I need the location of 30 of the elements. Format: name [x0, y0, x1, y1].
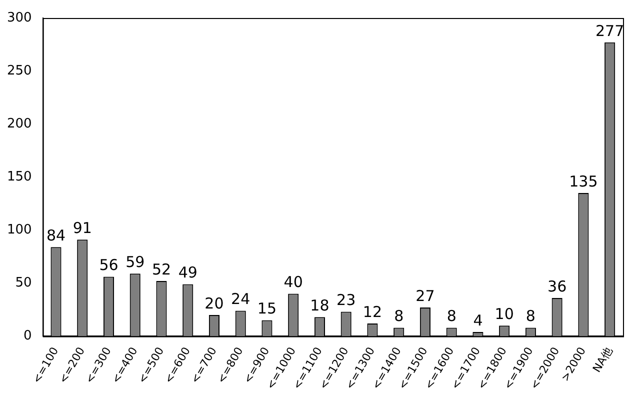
y-tick-label: 300	[6, 10, 32, 26]
data-label: 4	[473, 311, 483, 330]
data-label: 8	[526, 307, 536, 326]
data-label: 15	[257, 300, 277, 318]
data-label: 56	[99, 256, 118, 274]
y-tick-label: 100	[6, 222, 32, 238]
data-label: 12	[362, 302, 382, 321]
data-label: 24	[231, 290, 250, 308]
data-label: 10	[494, 304, 514, 323]
data-label: 49	[178, 264, 198, 282]
x-tick-label: NA他	[590, 344, 615, 375]
data-label: 20	[204, 294, 224, 312]
data-label: 8	[394, 307, 404, 326]
y-tick-label: 0	[24, 328, 32, 344]
data-label: 18	[310, 296, 330, 314]
data-label: 52	[152, 260, 172, 278]
data-label: 91	[72, 219, 92, 238]
data-label: 135	[569, 172, 598, 190]
data-label: 59	[126, 253, 145, 272]
data-label: 23	[336, 291, 356, 310]
y-tick-label: 150	[6, 169, 32, 184]
data-label: 27	[416, 286, 435, 305]
y-tick-label: 250	[6, 63, 32, 78]
data-label: 277	[595, 22, 624, 40]
data-label: 8	[446, 307, 456, 326]
y-tick-label: 50	[15, 276, 32, 291]
y-tick-label: 200	[6, 116, 32, 132]
data-label: 84	[46, 226, 66, 244]
data-label: 40	[284, 273, 303, 292]
data-label: 36	[548, 277, 567, 296]
